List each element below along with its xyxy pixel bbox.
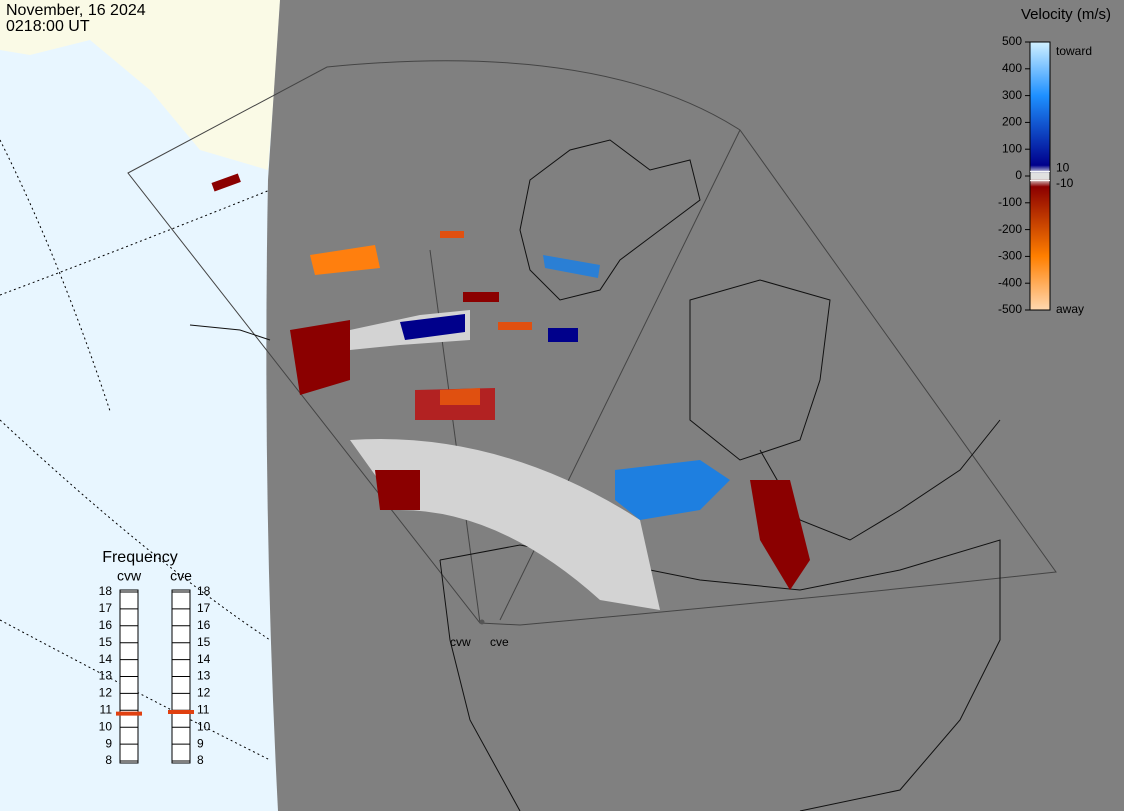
velocity-tick-label: 200 xyxy=(1002,115,1022,129)
radar-name: cve xyxy=(170,568,192,584)
frequency-tick-label: 14 xyxy=(99,652,113,666)
velocity-title: Velocity (m/s) xyxy=(1021,6,1111,23)
velocity-tick-label: 400 xyxy=(1002,61,1022,75)
frequency-tick-label: 12 xyxy=(99,686,113,700)
velocity-tick-label: -500 xyxy=(998,302,1022,316)
frequency-tick-label: 13 xyxy=(99,669,113,683)
velocity-tick-label: 0 xyxy=(1015,168,1022,182)
velocity-colorbar xyxy=(1029,41,1051,311)
frequency-tick-label: 16 xyxy=(99,618,113,632)
time: 0218:00 UT xyxy=(6,18,90,35)
frequency-tick-label: 13 xyxy=(197,669,211,683)
velocity-tick-label: 500 xyxy=(1002,34,1022,48)
frequency-tick-label: 10 xyxy=(197,719,211,733)
frequency-tick-label: 15 xyxy=(99,635,113,649)
velocity-tick-label: -100 xyxy=(998,195,1022,209)
velocity-tick-label: 100 xyxy=(1002,141,1022,155)
date: November, 16 2024 xyxy=(6,2,146,19)
map-disk xyxy=(266,0,1124,811)
velocity-inner-label: 10 xyxy=(1056,160,1070,174)
radar-name: cvw xyxy=(117,568,142,584)
land-alaska xyxy=(0,0,280,170)
frequency-tick-label: 10 xyxy=(99,719,113,733)
frequency-tick-label: 15 xyxy=(197,635,211,649)
velocity-tick-label: -400 xyxy=(998,275,1022,289)
velocity-tick-label: -200 xyxy=(998,222,1022,236)
frequency-tick-label: 9 xyxy=(105,736,112,750)
frequency-title: Frequency xyxy=(102,549,178,566)
frequency-tick-label: 17 xyxy=(197,601,211,615)
frequency-tick-label: 9 xyxy=(197,736,204,750)
toward-label: toward xyxy=(1056,44,1092,58)
frequency-tick-label: 8 xyxy=(197,753,204,767)
frequency-tick-label: 11 xyxy=(197,702,210,716)
frequency-tick-label: 18 xyxy=(197,584,211,598)
frequency-tick-label: 16 xyxy=(197,618,211,632)
radar-label: cvw xyxy=(450,635,471,649)
lat-lines xyxy=(0,139,271,761)
frequency-tick-label: 12 xyxy=(197,686,211,700)
velocity-tick-label: 300 xyxy=(1002,88,1022,102)
frequency-tick-label: 11 xyxy=(100,702,113,716)
radar-site xyxy=(479,619,485,625)
frequency-tick-label: 8 xyxy=(105,753,112,767)
frequency-tick-label: 14 xyxy=(197,652,211,666)
velocity-tick-label: -300 xyxy=(998,249,1022,263)
radar-label: cve xyxy=(490,635,509,649)
velocity-inner-label: -10 xyxy=(1056,176,1074,190)
radar-cells xyxy=(211,173,810,610)
away-label: away xyxy=(1056,302,1084,316)
frequency-tick-label: 18 xyxy=(99,584,113,598)
frequency-tick-label: 17 xyxy=(99,601,113,615)
